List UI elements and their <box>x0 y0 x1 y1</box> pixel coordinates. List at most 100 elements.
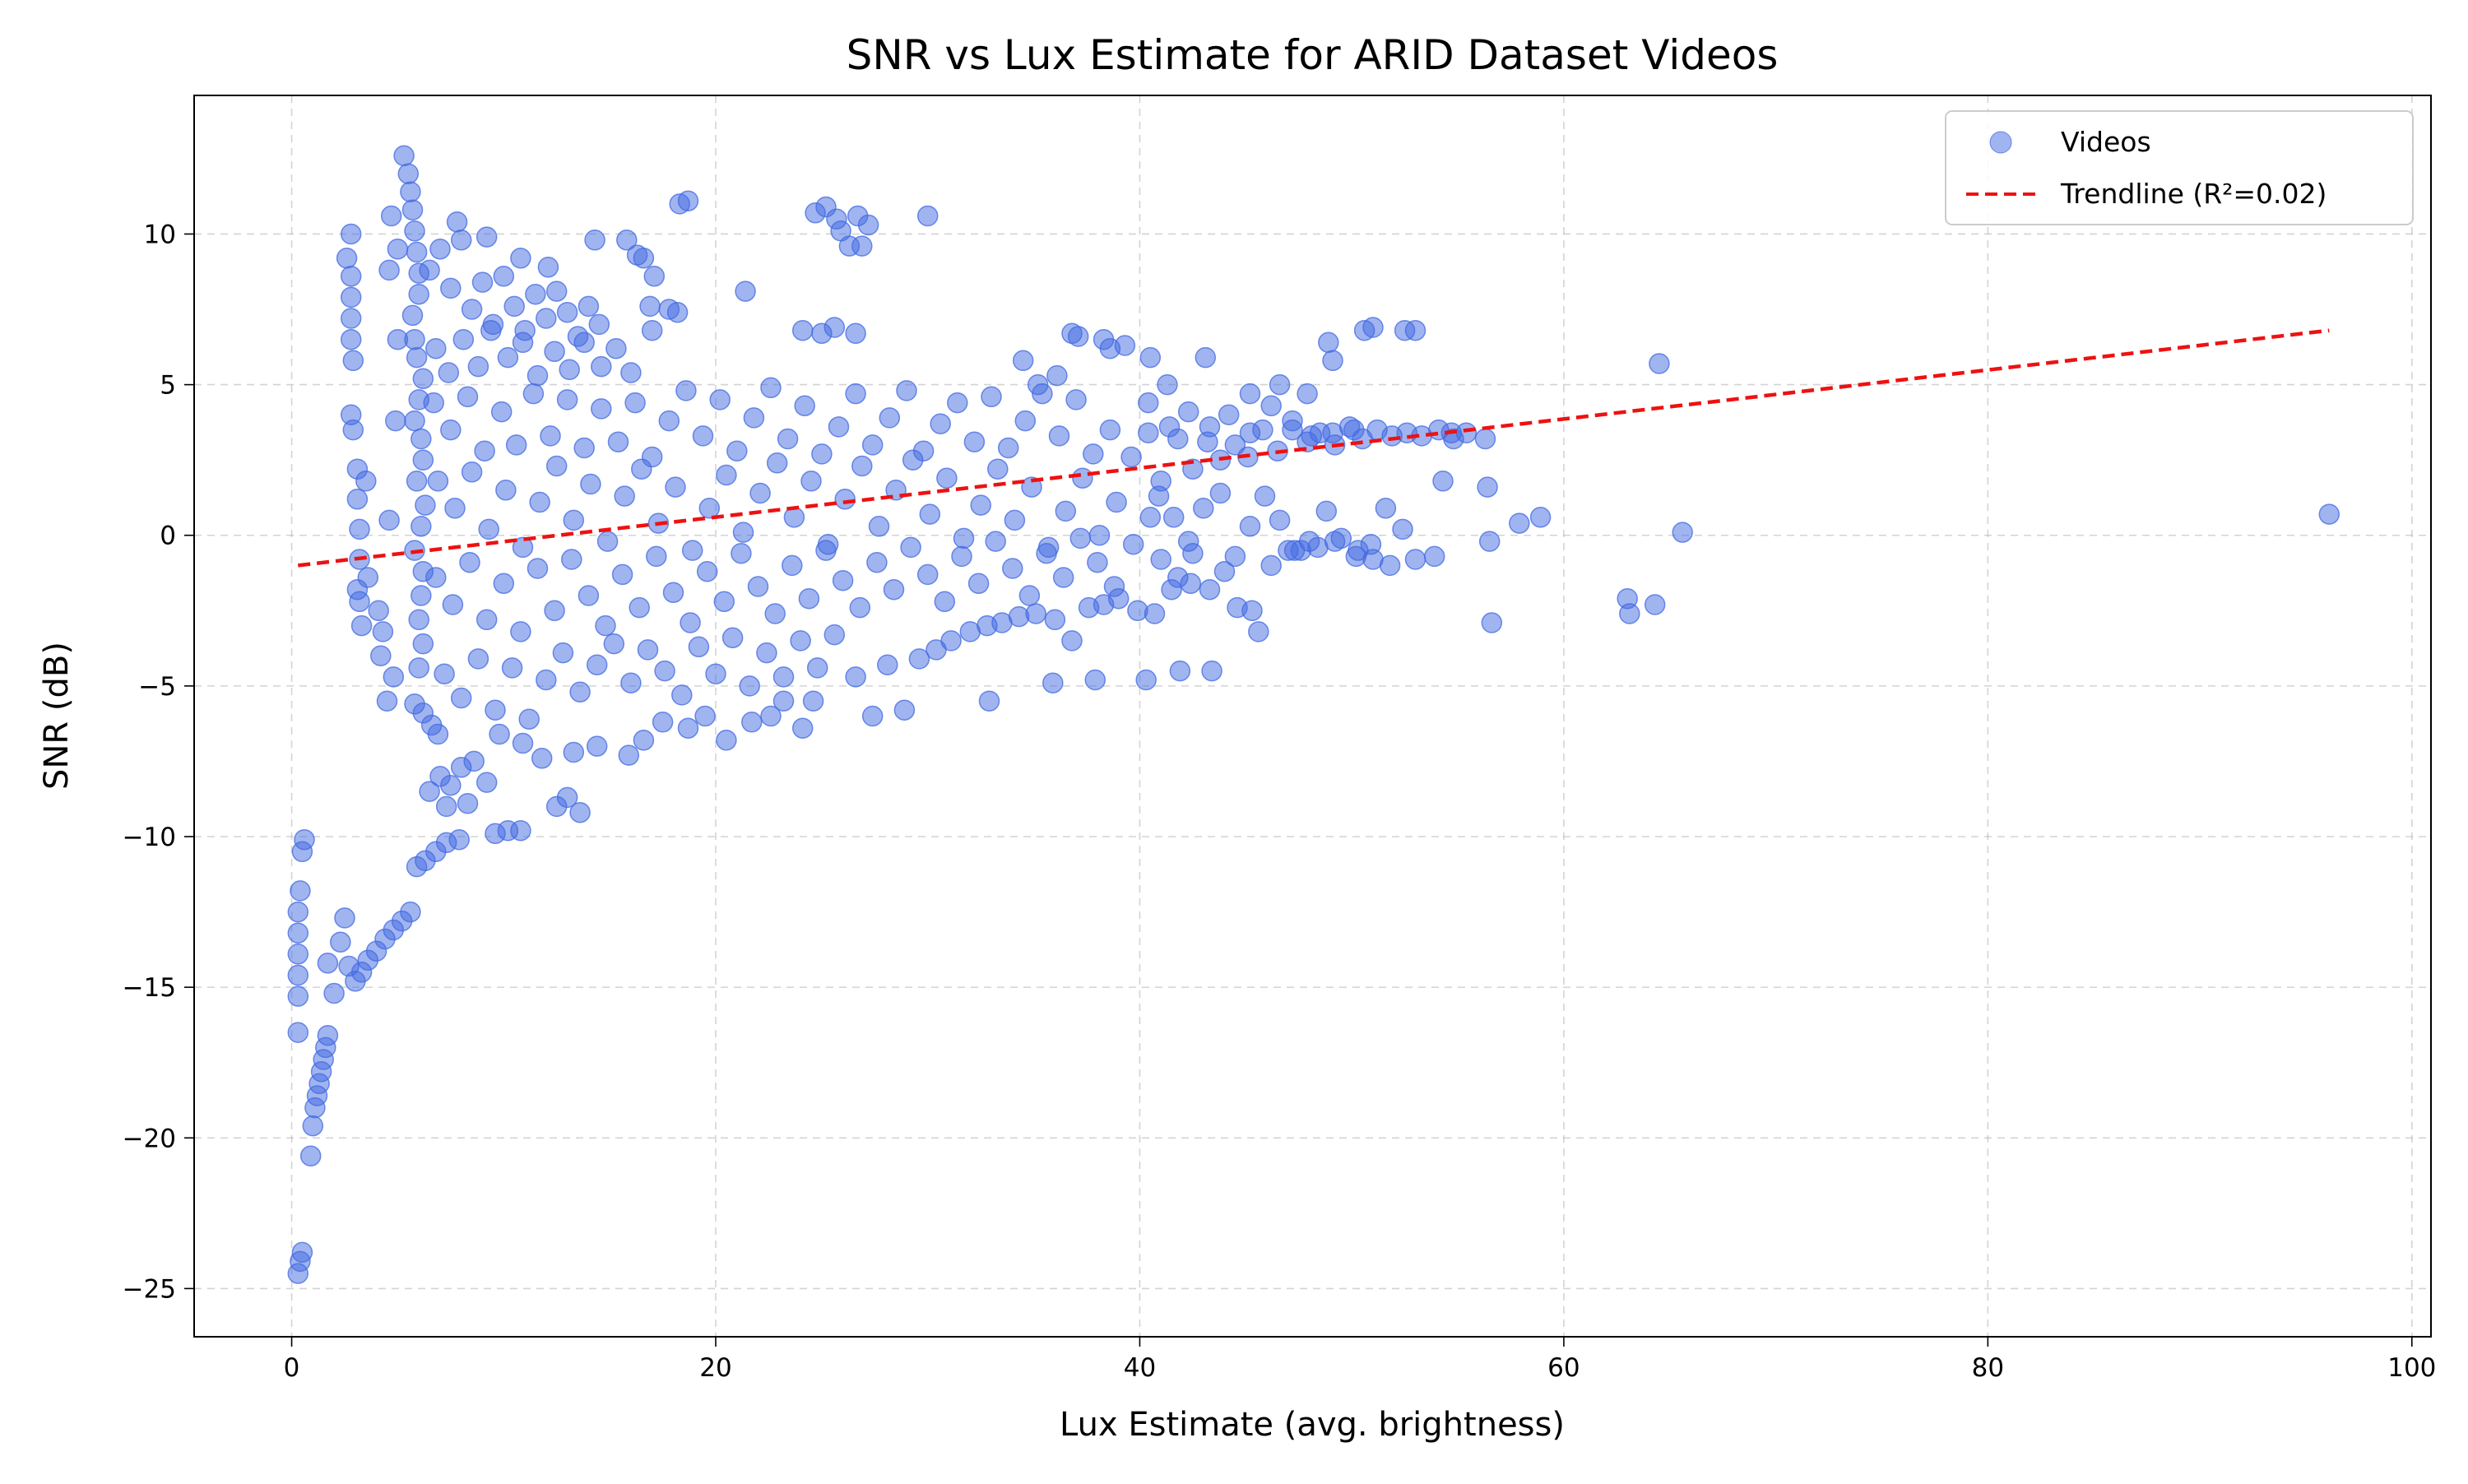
scatter-point <box>806 657 828 679</box>
scatter-point <box>435 795 457 818</box>
scatter-point <box>495 480 517 501</box>
legend-label-trendline: Trendline (R²=0.02) <box>2060 178 2327 210</box>
scatter-point <box>1044 609 1066 631</box>
scatter-point <box>794 395 815 417</box>
scatter-point <box>340 308 362 329</box>
scatter-point <box>834 489 856 510</box>
scatter-point <box>641 319 663 341</box>
scatter-point <box>573 332 595 354</box>
scatter-point <box>902 449 924 471</box>
legend-box <box>1945 110 2414 225</box>
scatter-point <box>671 684 693 706</box>
scatter-point <box>603 633 625 655</box>
scatter-point <box>1114 335 1136 356</box>
scatter-point <box>1481 612 1503 633</box>
scatter-point <box>505 434 527 456</box>
scatter-point <box>1269 509 1291 531</box>
scatter-point <box>406 346 428 369</box>
scatter-point <box>1213 560 1236 582</box>
scatter-point <box>1004 509 1026 531</box>
scatter-point <box>1260 395 1282 417</box>
scatter-point <box>1404 319 1427 341</box>
scatter-point <box>537 257 559 278</box>
scatter-point <box>563 509 585 531</box>
scatter-point <box>490 401 513 423</box>
scatter-point <box>559 359 580 381</box>
scatter-point <box>578 585 600 606</box>
scatter-point <box>438 362 460 383</box>
scatter-point <box>478 518 499 540</box>
legend: Videos Trendline (R²=0.02) <box>1945 110 2414 225</box>
scatter-point <box>764 603 786 624</box>
scatter-point <box>596 531 619 552</box>
scatter-point <box>772 690 795 712</box>
scatter-point <box>705 663 726 684</box>
scatter-point <box>940 630 962 652</box>
scatter-point <box>652 712 674 733</box>
scatter-point <box>879 407 901 429</box>
scatter-point <box>749 482 771 504</box>
y-tick-label: −15 <box>123 973 176 1003</box>
scatter-point <box>688 636 710 658</box>
scatter-point <box>1254 485 1276 507</box>
scatter-point <box>1002 558 1023 579</box>
scatter-point <box>791 717 814 739</box>
scatter-point <box>425 567 447 588</box>
scatter-point <box>614 485 635 507</box>
scatter-point <box>709 389 731 410</box>
scatter-point <box>385 410 406 432</box>
scatter-point <box>408 283 429 305</box>
scatter-point <box>531 748 553 769</box>
scatter-point <box>680 612 701 633</box>
scatter-point <box>512 332 534 354</box>
scatter-point <box>985 531 1006 552</box>
scatter-point <box>287 964 309 986</box>
scatter-point <box>545 455 568 477</box>
scatter-point <box>851 235 873 257</box>
scatter-point <box>1269 373 1291 396</box>
scatter-point <box>544 600 565 622</box>
scatter-point <box>1362 317 1384 338</box>
y-tick-label: −25 <box>123 1274 176 1304</box>
x-tick-label: 40 <box>1124 1353 1156 1383</box>
scatter-point <box>811 443 833 465</box>
scatter-point <box>536 669 557 691</box>
scatter-point <box>510 248 531 269</box>
chart-title: SNR vs Lux Estimate for ARID Dataset Vid… <box>847 31 1779 79</box>
scatter-point <box>1474 428 1496 450</box>
scatter-point <box>393 145 415 167</box>
scatter-point <box>412 633 434 655</box>
scatter-point <box>1048 425 1070 447</box>
scatter-point <box>400 901 421 923</box>
scatter-point <box>620 672 642 693</box>
x-tick-label: 20 <box>699 1353 731 1383</box>
scatter-point <box>586 654 608 675</box>
scatter-point <box>916 563 939 586</box>
scatter-point <box>446 211 468 233</box>
scatter-point <box>1069 527 1092 550</box>
scatter-point <box>997 437 1019 459</box>
scatter-point <box>467 648 489 670</box>
scatter-point <box>930 413 951 434</box>
scatter-point <box>1182 542 1204 564</box>
scatter-point <box>900 536 921 559</box>
scatter-point <box>1224 434 1246 456</box>
scatter-point <box>1432 471 1454 492</box>
scatter-point <box>378 259 400 281</box>
y-axis-ticks: −25 −20 −15 −10 −5 0 5 10 <box>123 220 194 1304</box>
scatter-point <box>411 428 432 450</box>
scatter-point <box>1343 419 1365 441</box>
scatter-point <box>1199 578 1221 601</box>
scatter-point <box>522 383 545 405</box>
scatter-point <box>440 774 462 796</box>
scatter-point <box>1248 621 1269 642</box>
scatter-point <box>355 471 377 492</box>
scatter-point <box>493 266 515 287</box>
x-tick-label: 100 <box>2387 1353 2436 1383</box>
scatter-point <box>798 587 820 610</box>
scatter-point <box>815 540 837 561</box>
scatter-point <box>401 304 424 327</box>
x-tick-label: 60 <box>1547 1353 1580 1383</box>
scatter-point <box>287 1022 309 1043</box>
